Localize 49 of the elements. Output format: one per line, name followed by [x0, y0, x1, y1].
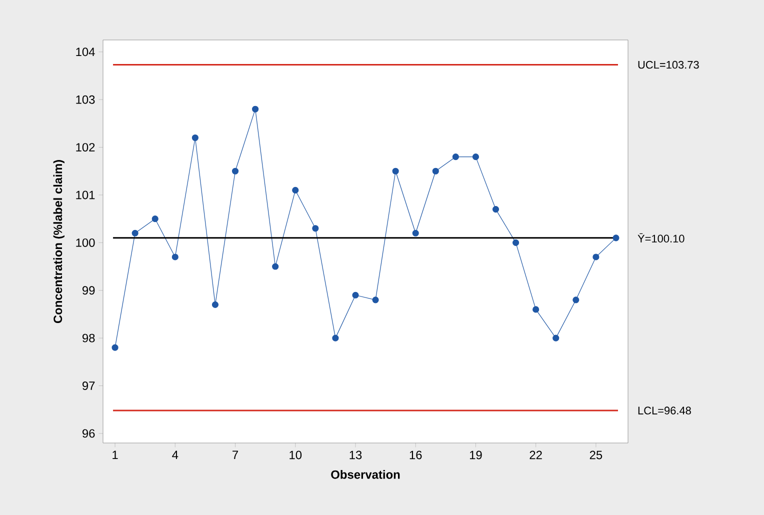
y-tick-label: 98: [82, 334, 95, 342]
point: [132, 230, 138, 236]
x-tick-label: 1: [112, 450, 118, 459]
point: [532, 306, 540, 313]
x-tick-label: 10: [290, 450, 302, 460]
point: [232, 168, 239, 174]
y-tick-label: 99: [82, 286, 95, 295]
y-tick-label: 96: [82, 429, 95, 438]
point: [352, 292, 359, 298]
point: [572, 296, 580, 304]
point: [492, 206, 500, 213]
x-tick-label: 19: [470, 450, 482, 460]
point: [612, 234, 620, 242]
ref-line-label: Ȳ=100.10: [638, 233, 684, 242]
x-tick-label: 25: [590, 450, 602, 460]
point: [452, 154, 459, 160]
y-tick-label: 97: [82, 382, 95, 390]
point: [212, 301, 219, 308]
x-tick-label: 13: [350, 450, 362, 460]
y-axis-title: Concentration (%label claim): [53, 160, 64, 324]
point: [372, 296, 379, 304]
ref-line-label: LCL=96.48: [638, 406, 691, 414]
point: [272, 263, 279, 270]
point: [332, 334, 339, 342]
point: [592, 254, 600, 260]
y-tick-label: 103: [76, 95, 95, 104]
x-tick-label: 16: [410, 450, 422, 460]
y-tick-label: 101: [76, 190, 95, 200]
point: [472, 154, 480, 160]
point: [552, 334, 560, 342]
y-tick-label: 100: [76, 238, 95, 247]
point: [152, 216, 158, 222]
point: [172, 254, 178, 260]
x-tick-label: 22: [530, 450, 542, 460]
point: [192, 134, 198, 142]
point: [112, 344, 118, 351]
point: [412, 230, 419, 236]
y-tick-label: 102: [76, 143, 95, 152]
y-tick-label: 104: [76, 48, 95, 56]
point: [392, 168, 399, 174]
point: [252, 106, 259, 112]
point: [312, 225, 319, 232]
point: [292, 186, 299, 194]
ref-line-label: UCL=103.73: [638, 60, 699, 69]
x-axis-title: Observation: [331, 470, 400, 479]
point: [512, 239, 520, 246]
x-tick-label: 7: [232, 450, 238, 459]
x-tick-label: 4: [172, 450, 178, 459]
point: [432, 168, 439, 174]
